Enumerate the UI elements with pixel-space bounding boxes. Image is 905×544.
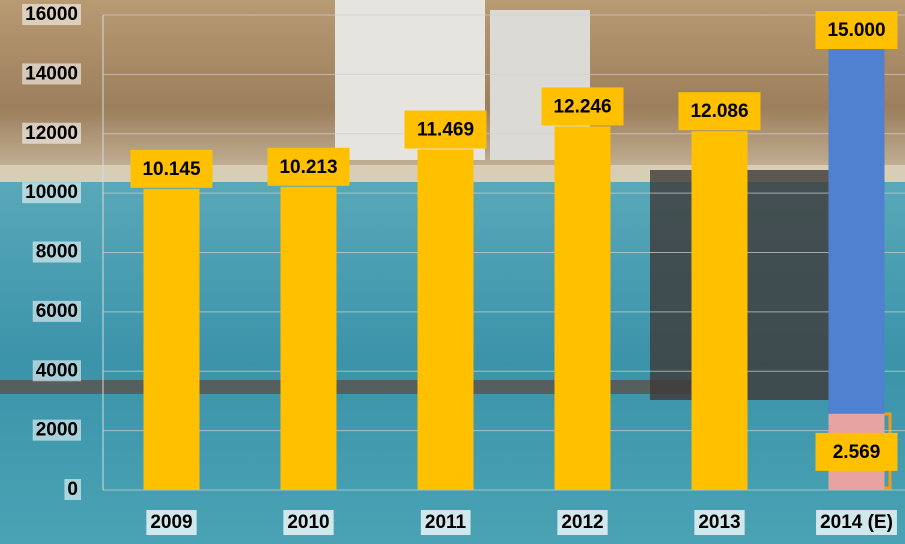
bar	[418, 150, 474, 490]
y-tick-label: 0	[67, 479, 78, 500]
x-tick-label: 2013	[698, 512, 740, 533]
y-tick-label: 8000	[36, 242, 78, 263]
y-tick-label: 6000	[36, 301, 78, 322]
value-label: 11.469	[417, 120, 474, 141]
value-label: 2.569	[833, 442, 881, 463]
y-tick-label: 12000	[25, 123, 78, 144]
y-tick-label: 2000	[36, 420, 78, 441]
bar	[144, 189, 200, 490]
x-tick-label: 2009	[150, 512, 192, 533]
value-label: 12.086	[690, 101, 748, 122]
value-label: 10.145	[142, 159, 201, 180]
bar	[555, 126, 611, 490]
x-tick-label: 2010	[287, 512, 329, 533]
y-tick-label: 4000	[36, 360, 78, 381]
x-tick-label: 2014 (E)	[820, 512, 893, 533]
y-tick-label: 14000	[25, 63, 78, 84]
bar	[281, 187, 337, 490]
chart: 0 2000 4000 6000 8000 10000 12000 14000 16000 10.…	[0, 0, 905, 544]
value-label: 12.246	[553, 96, 611, 117]
x-tick-label: 2011	[425, 512, 467, 533]
y-tick-label: 10000	[25, 182, 78, 203]
x-tick-label: 2012	[561, 512, 603, 533]
value-label: 15.000	[827, 20, 885, 41]
y-tick-label: 16000	[25, 4, 78, 25]
bar	[692, 131, 748, 490]
value-label: 10.213	[279, 157, 337, 178]
